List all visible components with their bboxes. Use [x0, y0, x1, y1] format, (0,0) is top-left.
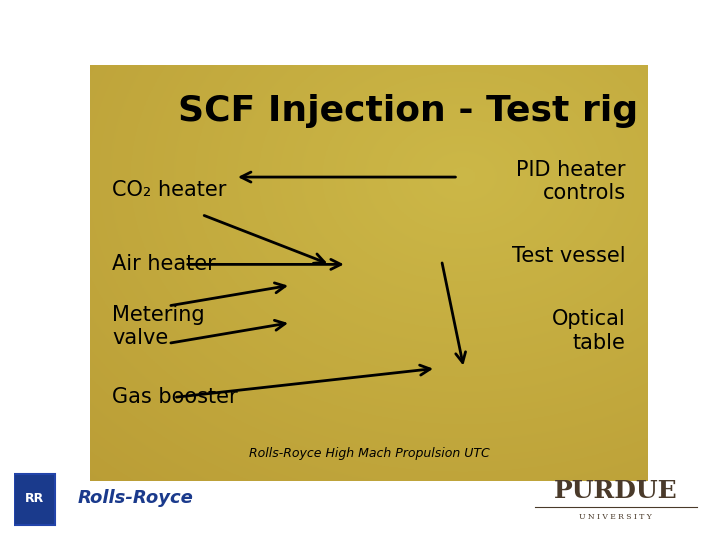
Text: SCF Injection - Test rig: SCF Injection - Test rig [178, 94, 638, 128]
Text: Rolls-Royce: Rolls-Royce [78, 489, 193, 507]
Text: CO₂ heater: CO₂ heater [112, 179, 227, 200]
Text: Metering
valve: Metering valve [112, 305, 205, 348]
Text: Test vessel: Test vessel [512, 246, 626, 266]
Text: Rolls-Royce High Mach Propulsion UTC: Rolls-Royce High Mach Propulsion UTC [248, 447, 490, 460]
Text: Air heater: Air heater [112, 254, 216, 274]
Text: U N I V E R S I T Y: U N I V E R S I T Y [579, 514, 652, 521]
Text: PID heater
controls: PID heater controls [516, 160, 626, 203]
Text: RR: RR [25, 492, 44, 505]
Text: Optical
table: Optical table [552, 309, 626, 353]
FancyBboxPatch shape [14, 474, 55, 525]
Text: PURDUE: PURDUE [554, 478, 678, 503]
Text: Gas booster: Gas booster [112, 387, 238, 408]
